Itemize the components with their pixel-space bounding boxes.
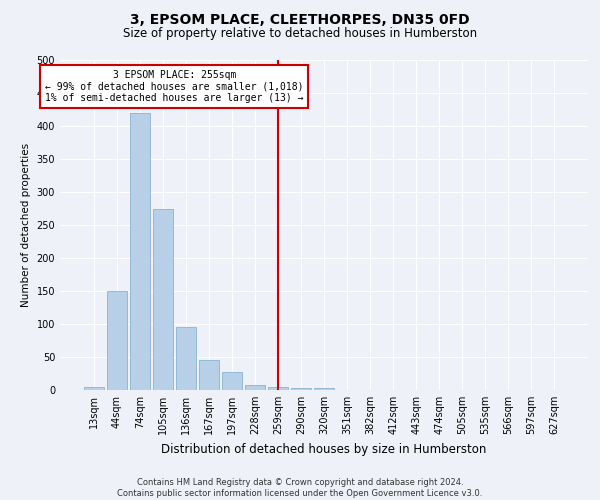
Bar [130, 113, 149, 390]
Bar [245, 384, 265, 390]
Bar [291, 388, 311, 390]
Bar [153, 208, 173, 390]
Bar [84, 386, 104, 390]
Bar [268, 386, 288, 390]
Text: Size of property relative to detached houses in Humberston: Size of property relative to detached ho… [123, 28, 477, 40]
Y-axis label: Number of detached properties: Number of detached properties [21, 143, 31, 307]
Bar [222, 372, 242, 390]
Bar [176, 328, 196, 390]
Bar [107, 291, 127, 390]
Text: 3 EPSOM PLACE: 255sqm
← 99% of detached houses are smaller (1,018)
1% of semi-de: 3 EPSOM PLACE: 255sqm ← 99% of detached … [45, 70, 304, 103]
X-axis label: Distribution of detached houses by size in Humberston: Distribution of detached houses by size … [161, 442, 487, 456]
Text: Contains HM Land Registry data © Crown copyright and database right 2024.
Contai: Contains HM Land Registry data © Crown c… [118, 478, 482, 498]
Bar [199, 360, 218, 390]
Text: 3, EPSOM PLACE, CLEETHORPES, DN35 0FD: 3, EPSOM PLACE, CLEETHORPES, DN35 0FD [130, 12, 470, 26]
Bar [314, 388, 334, 390]
